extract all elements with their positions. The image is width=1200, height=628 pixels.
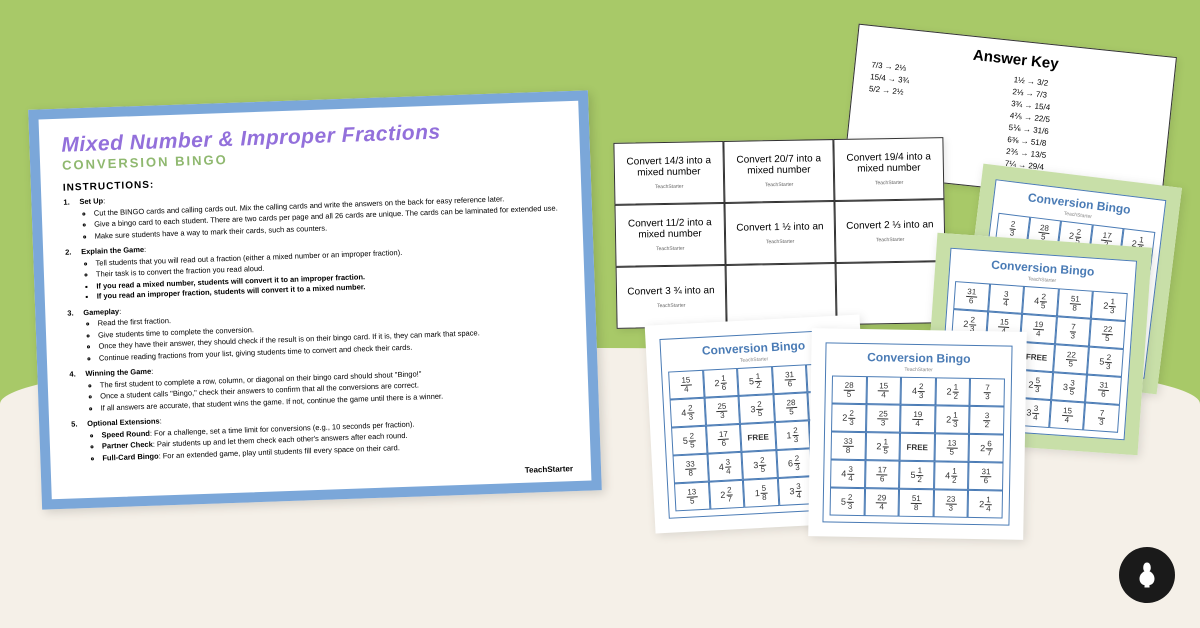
bingo-cell: 194 bbox=[900, 405, 935, 434]
bingo-cell: 213 bbox=[1091, 291, 1127, 321]
bingo-cell: FREE bbox=[900, 433, 935, 462]
bingo-cell: 253 bbox=[866, 404, 901, 433]
bingo-cell: 512 bbox=[899, 461, 934, 490]
instructions-body: Set Up:Cut the BINGO cards and calling c… bbox=[63, 180, 568, 464]
bingo-cell: 338 bbox=[673, 454, 709, 484]
bingo-cell: 154 bbox=[1049, 400, 1085, 430]
bingo-cell: 73 bbox=[1055, 316, 1091, 346]
bingo-cell: 423 bbox=[901, 377, 936, 406]
calling-card-cell: Convert 20/7 into a mixed numberTeachSta… bbox=[723, 139, 834, 203]
bingo-cell: 214 bbox=[968, 490, 1003, 519]
bingo-cell: 285 bbox=[773, 392, 809, 422]
bingo-cell: 158 bbox=[743, 478, 779, 508]
calling-card-cell: Convert 2 ⅓ into anTeachStarter bbox=[834, 199, 945, 263]
bingo-cell: 316 bbox=[1085, 375, 1121, 405]
brand-label: TeachStarter bbox=[525, 464, 574, 475]
bingo-cell: 267 bbox=[969, 434, 1004, 463]
bingo-cell: 316 bbox=[968, 462, 1003, 491]
bingo-cell: 216 bbox=[703, 368, 739, 398]
bingo-cell: 225 bbox=[1053, 344, 1089, 374]
bingo-cell: 227 bbox=[709, 480, 745, 510]
bingo-cell: 223 bbox=[831, 403, 866, 432]
bingo-cell: 253 bbox=[704, 396, 740, 426]
calling-card-cell: Convert 11/2 into a mixed numberTeachSta… bbox=[614, 203, 725, 267]
bingo-cell: 623 bbox=[776, 448, 812, 478]
bingo-cell: 233 bbox=[933, 489, 968, 518]
bingo-cell: 434 bbox=[830, 459, 865, 488]
bingo-cell: 523 bbox=[1087, 347, 1123, 377]
bingo-cell: 176 bbox=[865, 460, 900, 489]
bingo-cell: 316 bbox=[953, 281, 989, 311]
calling-card-cell: Convert 3 ¾ into anTeachStarter bbox=[616, 265, 727, 329]
calling-card-cell: Convert 1 ½ into anTeachStarter bbox=[724, 201, 835, 265]
bingo-cell: 73 bbox=[1083, 402, 1119, 432]
bingo-cell: 525 bbox=[671, 426, 707, 456]
bingo-cell: 412 bbox=[934, 461, 969, 490]
bingo-cell: 154 bbox=[668, 370, 704, 400]
bingo-cell: 518 bbox=[899, 489, 934, 518]
bingo-cell: 123 bbox=[775, 420, 811, 450]
bingo-cell: 425 bbox=[1022, 286, 1058, 316]
bingo-cell: 32 bbox=[969, 406, 1004, 435]
bingo-cell: 523 bbox=[830, 487, 865, 516]
bingo-cell: 135 bbox=[674, 482, 710, 512]
bingo-cell: 215 bbox=[865, 432, 900, 461]
bingo-cell: 423 bbox=[670, 398, 706, 428]
bingo-cell: 34 bbox=[988, 284, 1024, 314]
bingo-cell: 518 bbox=[1057, 288, 1093, 318]
bingo-card-2: Conversion BingoTeachStarter285154423212… bbox=[808, 328, 1027, 540]
bingo-cell: 335 bbox=[1051, 372, 1087, 402]
bingo-cell: 135 bbox=[934, 433, 969, 462]
calling-cards: Convert 14/3 into a mixed numberTeachSta… bbox=[613, 137, 946, 329]
bingo-cell: FREE bbox=[740, 422, 776, 452]
bingo-cell: 434 bbox=[707, 452, 743, 482]
bingo-cell: 512 bbox=[737, 366, 773, 396]
bingo-cell: 325 bbox=[742, 450, 778, 480]
logo-icon bbox=[1119, 547, 1175, 603]
calling-card-cell: Convert 14/3 into a mixed numberTeachSta… bbox=[613, 141, 724, 205]
bingo-cell: 213 bbox=[935, 405, 970, 434]
bingo-cell: 225 bbox=[1089, 319, 1125, 349]
bingo-cell: 294 bbox=[864, 488, 899, 517]
bingo-cell: 73 bbox=[970, 378, 1005, 407]
bingo-cell: 316 bbox=[772, 364, 808, 394]
bingo-cell: 338 bbox=[831, 431, 866, 460]
instruction-card: Mixed Number & Improper Fractions CONVER… bbox=[28, 90, 602, 509]
bingo-cell: 285 bbox=[832, 375, 867, 404]
bingo-cell: 176 bbox=[706, 424, 742, 454]
calling-card-cell: Convert 19/4 into a mixed numberTeachSta… bbox=[833, 137, 944, 201]
bingo-cell: 325 bbox=[739, 394, 775, 424]
bingo-cell: 212 bbox=[935, 377, 970, 406]
bingo-cell: 154 bbox=[866, 376, 901, 405]
